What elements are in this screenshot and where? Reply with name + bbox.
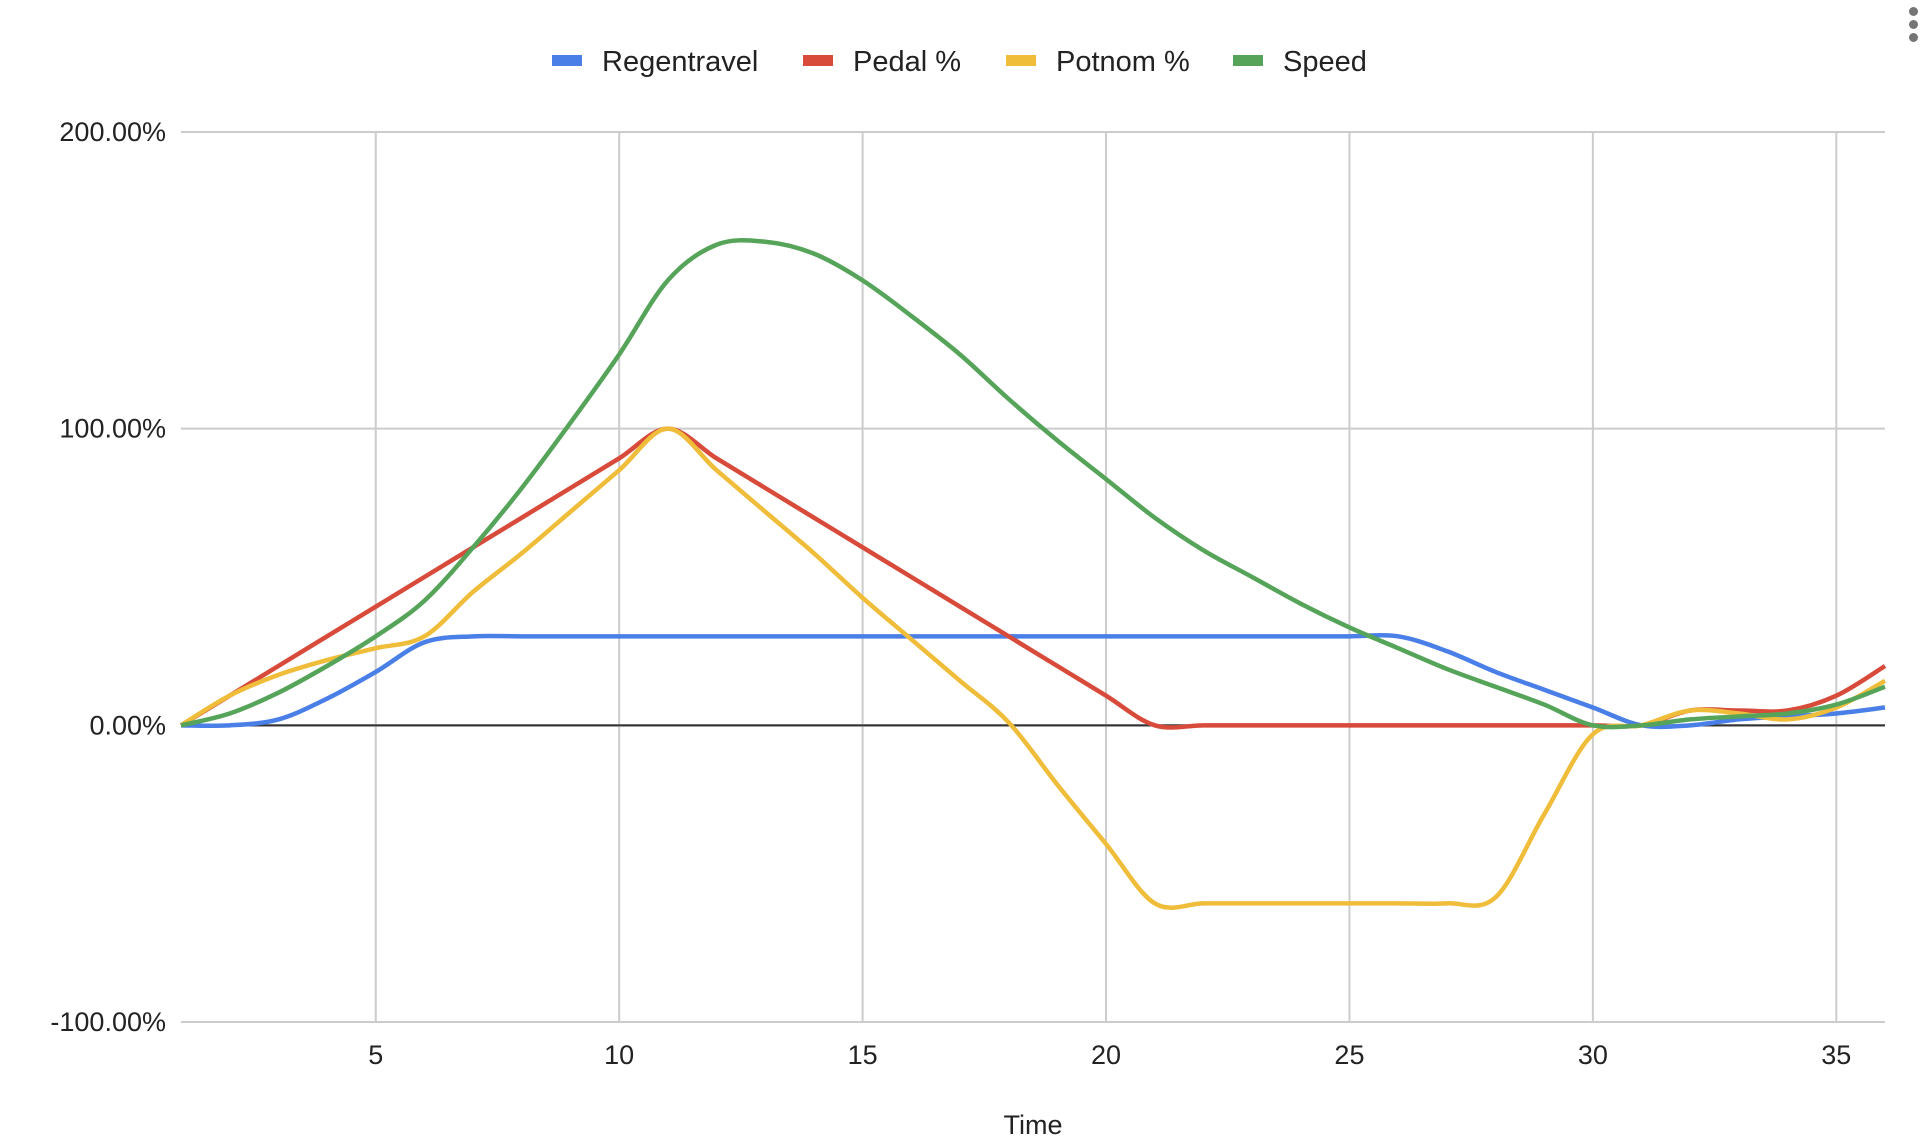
x-tick-label: 5 [368,1040,383,1070]
x-tick-label: 15 [848,1040,878,1070]
y-tick-label: 0.00% [89,710,166,740]
legend-swatch [1006,55,1036,66]
grid [181,131,1885,1023]
series-line-regentravel [180,632,1886,730]
legend-label: Speed [1283,46,1367,78]
x-tick-label: 10 [604,1040,634,1070]
x-tick-label: 25 [1334,1040,1364,1070]
legend-label: Regentravel [602,46,758,78]
series-line-pedal- [179,426,1887,730]
more-vert-icon[interactable] [1906,4,1920,48]
legend-swatch [1233,55,1263,66]
legend-label: Potnom % [1056,46,1190,78]
y-tick-label: 100.00% [59,414,166,444]
x-axis-label: Time [1004,1110,1063,1138]
y-tick-label: 200.00% [59,117,166,147]
axes: 200.00% 100.00% 0.00% -100.00% 5 10 15 20 25 30 35 [50,117,1851,1070]
y-tick-label: -100.00% [50,1007,166,1037]
x-tick-label: 20 [1091,1040,1121,1070]
series-lines [179,238,1887,910]
x-tick-label: 35 [1821,1040,1851,1070]
series-line-potnom- [179,426,1887,910]
series-line-speed [180,238,1886,730]
x-tick-label: 30 [1578,1040,1608,1070]
legend-swatch [803,55,833,66]
legend-swatch [552,55,582,66]
legend-label: Pedal % [853,46,961,78]
legend: Regentravel Pedal % Potnom % Speed [552,46,1367,78]
